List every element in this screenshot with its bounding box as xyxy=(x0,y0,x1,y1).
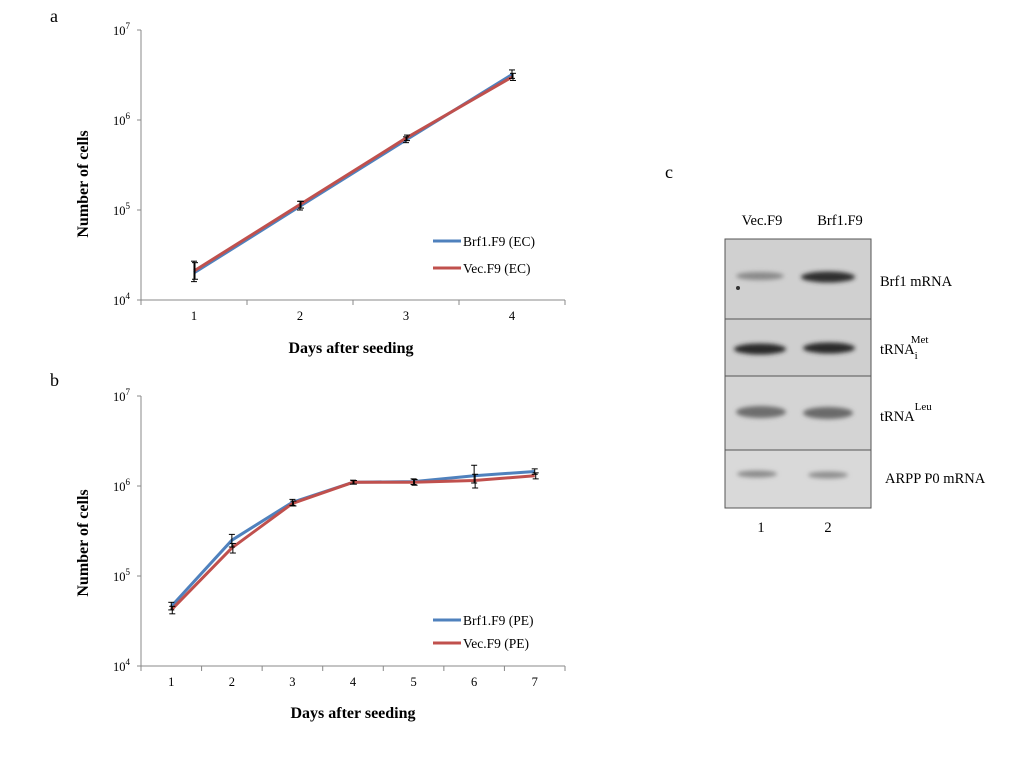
blot-label-brf1-mrna: Brf1 mRNA xyxy=(880,274,953,290)
blot-label-trna-leu-base: tRNA xyxy=(880,409,915,425)
ylabel-b-group: Number of cells xyxy=(75,489,92,596)
blot-band xyxy=(803,407,853,419)
series-line-vec xyxy=(170,474,535,611)
x-tick-label: 1 xyxy=(191,309,197,323)
y-axis-title-b: Number of cells xyxy=(75,489,92,596)
panel-letter-c: c xyxy=(665,162,673,182)
x-tick-label: 1 xyxy=(168,675,174,689)
y-tick-label: 104 xyxy=(113,657,131,674)
y-tick-label: 105 xyxy=(113,201,131,218)
blot-label-trna-met-base: tRNA xyxy=(880,342,915,358)
blot-strip-4 xyxy=(724,449,872,509)
x-tick-label: 7 xyxy=(532,675,538,689)
panel-letter-a: a xyxy=(50,6,58,26)
blot-label-arpp: ARPP P0 mRNA xyxy=(885,471,986,487)
y-tick-label: 104 xyxy=(113,291,131,308)
legend-label-a-vec: Vec.F9 (EC) xyxy=(463,261,531,276)
x-tick-label: 4 xyxy=(350,675,357,689)
blot-label-trna-met-sub: i xyxy=(915,350,918,362)
x-axis-title-a: Days after seeding xyxy=(288,340,413,357)
x-tick-label: 6 xyxy=(471,675,477,689)
blot-band xyxy=(737,470,777,478)
series-line-brf1 xyxy=(170,469,535,608)
blot-column-vec: Vec.F9 xyxy=(742,213,783,229)
legend-b: Brf1.F9 (PE) Vec.F9 (PE) xyxy=(433,613,534,651)
legend-a: Brf1.F9 (EC) Vec.F9 (EC) xyxy=(433,234,535,276)
y-tick-label: 106 xyxy=(113,111,131,128)
ylabel-a-group: Number of cells xyxy=(75,130,92,237)
blot-band xyxy=(734,343,786,355)
blot-strip-3 xyxy=(724,375,872,451)
chart-a: Number of cells Days after seeding Brf1.… xyxy=(75,21,566,357)
blot-strip-1 xyxy=(724,238,872,320)
y-tick-label: 105 xyxy=(113,567,131,584)
blot-speck xyxy=(736,286,740,290)
northern-blot: Vec.F9 Brf1.F9 Brf1 mRNA tRNAiMet xyxy=(724,213,986,536)
blot-band xyxy=(803,342,855,354)
y-tick-label: 107 xyxy=(113,387,131,404)
blot-strip-2 xyxy=(724,318,872,377)
y-axis-title-a: Number of cells xyxy=(75,130,92,237)
blot-band xyxy=(736,272,784,280)
x-axis-title-b: Days after seeding xyxy=(290,705,415,722)
legend-label-a-brf1: Brf1.F9 (EC) xyxy=(463,234,535,249)
y-tick-label: 106 xyxy=(113,477,131,494)
blot-label-trna-met: tRNAi Met xyxy=(880,334,928,362)
blot-label-trna-leu: tRNALeu xyxy=(880,401,932,425)
x-tick-label: 3 xyxy=(289,675,295,689)
legend-label-b-vec: Vec.F9 (PE) xyxy=(463,636,529,651)
blot-band xyxy=(801,271,855,283)
blot-column-brf1: Brf1.F9 xyxy=(817,213,863,229)
blot-label-trna-met-sup: Met xyxy=(911,334,929,346)
blot-lane-1: 1 xyxy=(757,520,764,536)
x-tick-label: 3 xyxy=(403,309,409,323)
x-tick-label: 5 xyxy=(410,675,416,689)
series-line-vec xyxy=(193,75,513,273)
blot-band xyxy=(808,471,848,479)
legend-label-b-brf1: Brf1.F9 (PE) xyxy=(463,613,534,628)
blot-label-trna-leu-sup: Leu xyxy=(915,401,933,413)
x-tick-label: 4 xyxy=(509,309,516,323)
x-tick-label: 2 xyxy=(229,675,235,689)
y-tick-label: 107 xyxy=(113,21,131,38)
blot-lane-2: 2 xyxy=(824,520,831,536)
panel-letter-b: b xyxy=(50,370,59,390)
x-tick-label: 2 xyxy=(297,309,303,323)
chart-b: Number of cells Days after seeding Brf1.… xyxy=(75,387,566,722)
blot-band xyxy=(736,406,786,418)
